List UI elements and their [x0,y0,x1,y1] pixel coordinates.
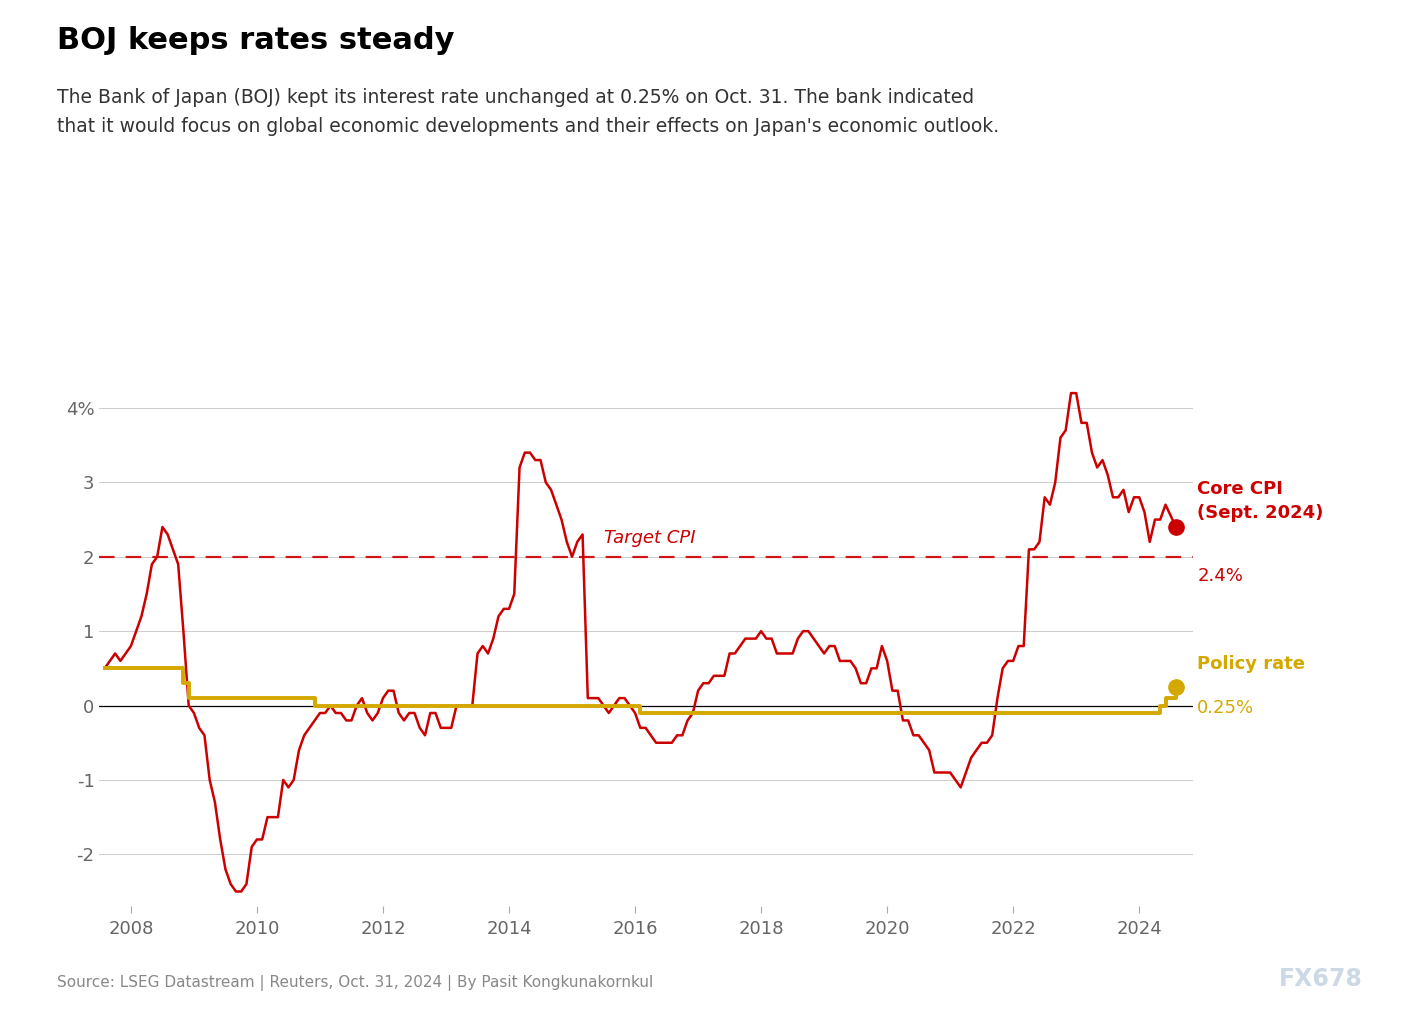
Text: FX678: FX678 [1279,967,1363,991]
Text: 2.4%: 2.4% [1197,568,1242,585]
Text: BOJ keeps rates steady: BOJ keeps rates steady [57,26,454,55]
Text: Target CPI: Target CPI [604,529,694,547]
Text: Source: LSEG Datastream | Reuters, Oct. 31, 2024 | By Pasit Kongkunakornkul: Source: LSEG Datastream | Reuters, Oct. … [57,974,653,991]
Text: The Bank of Japan (BOJ) kept its interest rate unchanged at 0.25% on Oct. 31. Th: The Bank of Japan (BOJ) kept its interes… [57,88,998,136]
Text: Policy rate: Policy rate [1197,655,1305,674]
Text: Core CPI
(Sept. 2024): Core CPI (Sept. 2024) [1197,480,1323,522]
Text: 0.25%: 0.25% [1197,698,1254,717]
